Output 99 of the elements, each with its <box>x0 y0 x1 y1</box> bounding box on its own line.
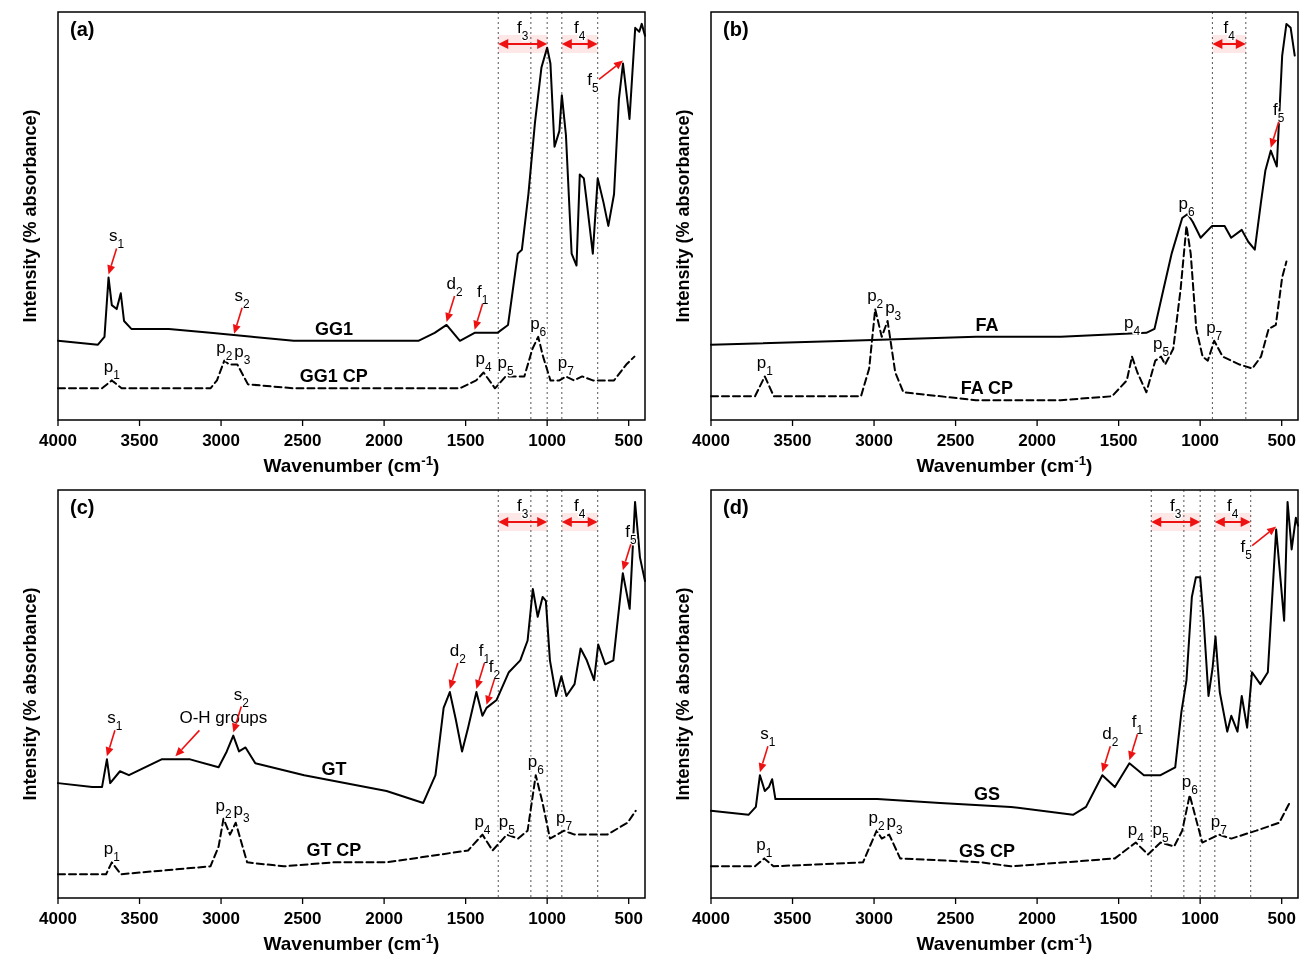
x-tick-label: 4000 <box>39 431 77 450</box>
band-label: f$_{3}$ <box>517 18 529 43</box>
x-tick-label: 1500 <box>446 909 485 928</box>
annotation: f$_{1}$ <box>1131 712 1144 738</box>
x-tick-label: 3500 <box>773 909 812 928</box>
series-label: FA CP <box>960 378 1014 399</box>
annotation: p$_{1}$ <box>756 353 774 379</box>
series-label: GS CP <box>958 841 1015 862</box>
annotation: p$_{5}$ <box>498 811 516 837</box>
annotation: p$_{4}$ <box>475 349 492 375</box>
annotation: p$_{4}$ <box>1127 819 1145 845</box>
annotation: p$_{2}$ <box>868 807 886 833</box>
band-label: f$_{4}$ <box>1227 496 1239 521</box>
annotation: s$_{1}$ <box>108 226 125 252</box>
chart-title: (b) <box>723 18 749 40</box>
x-tick-label: 500 <box>614 909 643 928</box>
annotation: p$_{6}$ <box>527 752 545 778</box>
annotation: d$_{2}$ <box>446 273 463 299</box>
annotation: p$_{2}$ <box>216 337 233 363</box>
x-tick-label: 500 <box>614 431 643 450</box>
chart-title: (a) <box>70 18 95 40</box>
annotation: p$_{6}$ <box>1181 772 1199 798</box>
annotation: p$_{2}$ <box>867 286 884 312</box>
x-tick-label: 3500 <box>773 431 812 450</box>
x-tick-label: 3500 <box>120 431 159 450</box>
annotation: p$_{5}$ <box>1152 333 1170 359</box>
y-axis-title: Intensity (% absorbance) <box>673 109 693 323</box>
annotation: p$_{7}$ <box>1210 811 1228 837</box>
annotation: d$_{2}$ <box>1102 724 1119 750</box>
band-label: f$_{4}$ <box>574 18 586 43</box>
x-axis-title: Wavenumber (cm$^{-1}$) <box>263 452 440 476</box>
x-tick-label: 2000 <box>365 909 404 928</box>
annotation: p$_{1}$ <box>103 357 121 383</box>
x-tick-label: 1500 <box>1099 431 1138 450</box>
x-tick-label: 3500 <box>120 909 159 928</box>
annotation: s$_{2}$ <box>234 285 251 311</box>
annotation: d$_{2}$ <box>449 641 467 667</box>
series-label: GT CP <box>306 840 362 861</box>
y-axis-title: Intensity (% absorbance) <box>673 587 693 801</box>
x-tick-label: 4000 <box>39 909 77 928</box>
annotation: f$_{5}$ <box>587 70 600 96</box>
x-tick-label: 2500 <box>283 909 322 928</box>
x-tick-label: 1500 <box>1099 909 1138 928</box>
chart-title: (c) <box>70 496 95 518</box>
series-label: GG1 CP <box>299 366 368 387</box>
y-axis-title: Intensity (% absorbance) <box>20 587 40 801</box>
annotation: p$_{4}$ <box>474 811 491 837</box>
x-tick-label: 1000 <box>528 431 567 450</box>
x-tick-label: 3000 <box>202 431 240 450</box>
annotation: s$_{1}$ <box>107 708 123 734</box>
annotation: s$_{2}$ <box>233 684 250 710</box>
x-tick-label: 2500 <box>936 431 975 450</box>
x-axis-title: Wavenumber (cm$^{-1}$) <box>916 930 1093 954</box>
annotation: s$_{1}$ <box>760 724 776 750</box>
annotation: f$_{5}$ <box>1240 536 1253 562</box>
annotation: p$_{7}$ <box>1206 317 1223 343</box>
x-tick-label: 2000 <box>1018 431 1057 450</box>
annotation: f$_{1}$ <box>476 281 489 307</box>
band-label: f$_{4}$ <box>1223 18 1236 43</box>
annotation: p$_{7}$ <box>557 353 575 379</box>
x-tick-label: 3000 <box>202 909 240 928</box>
x-tick-label: 2500 <box>936 909 975 928</box>
x-tick-label: 1000 <box>1181 431 1220 450</box>
annotation: p$_{1}$ <box>103 839 121 865</box>
x-tick-label: 500 <box>1267 909 1296 928</box>
x-tick-label: 3000 <box>855 431 893 450</box>
y-axis-title: Intensity (% absorbance) <box>20 109 40 323</box>
chart-title: (d) <box>723 496 749 518</box>
annotation: p$_{2}$ <box>215 795 232 821</box>
x-tick-label: 1000 <box>528 909 567 928</box>
x-tick-label: 2000 <box>365 431 404 450</box>
annotation: f$_{2}$ <box>488 656 501 682</box>
band-label: f$_{4}$ <box>574 496 586 521</box>
annotation: p$_{1}$ <box>756 835 773 861</box>
series-label: GS <box>973 783 1000 804</box>
series-label: FA <box>975 314 999 335</box>
series-label: GT <box>321 758 347 779</box>
x-tick-label: 500 <box>1267 431 1296 450</box>
annotation: p$_{6}$ <box>530 313 547 339</box>
annotation: p$_{3}$ <box>885 297 902 323</box>
annotation: p$_{5}$ <box>497 353 515 379</box>
annotation: p$_{3}$ <box>233 799 250 825</box>
x-tick-label: 1000 <box>1181 909 1220 928</box>
x-axis-title: Wavenumber (cm$^{-1}$) <box>263 930 440 954</box>
x-tick-label: 1500 <box>446 431 485 450</box>
band-label: f$_{3}$ <box>517 496 529 521</box>
x-tick-label: 3000 <box>855 909 893 928</box>
annotation: p$_{3}$ <box>886 811 904 837</box>
series-label: GG1 <box>314 318 353 339</box>
x-tick-label: 2000 <box>1018 909 1057 928</box>
x-tick-label: 4000 <box>692 909 730 928</box>
annotation: p$_{5}$ <box>1152 819 1169 845</box>
band-label: f$_{3}$ <box>1170 496 1182 521</box>
x-tick-label: 4000 <box>692 431 730 450</box>
x-tick-label: 2500 <box>283 431 322 450</box>
annotation: p$_{7}$ <box>556 807 573 833</box>
annotation: p$_{3}$ <box>234 341 251 367</box>
x-axis-title: Wavenumber (cm$^{-1}$) <box>916 452 1093 476</box>
annotation: p$_{6}$ <box>1178 193 1195 219</box>
